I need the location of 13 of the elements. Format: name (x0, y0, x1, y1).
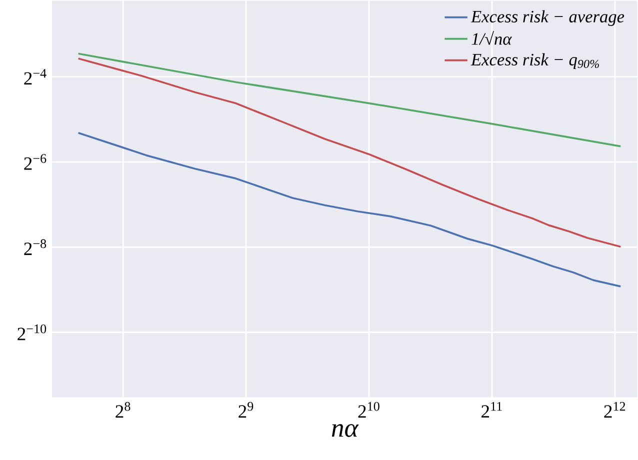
y-tick-label: 2$^{−6}$ (24, 154, 46, 170)
y-tick-label: 2$^{−10}$ (18, 324, 46, 340)
y-tick-label: 2$^{−4}$ (24, 68, 46, 84)
x-tick-label: 2$^{10}$ (358, 402, 380, 418)
x-tick-label: 2$^{12}$ (604, 402, 626, 418)
y-tick-label: 2$^{−8}$ (24, 239, 46, 255)
legend-label: Excess risk − average (470, 10, 624, 26)
x-tick-label: 2$^{11}$ (482, 402, 502, 418)
x-axis-title: nα (332, 424, 359, 437)
x-tick-label: 2$^{9}$ (238, 402, 254, 418)
x-tick-label: 2$^{8}$ (116, 402, 130, 418)
legend-label: Excess risk − q$_{90%}$ (470, 53, 599, 69)
legend-label: 1/√nα (472, 30, 512, 45)
